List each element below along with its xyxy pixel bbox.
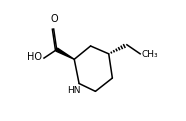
Text: HN: HN	[67, 86, 81, 95]
Text: CH₃: CH₃	[142, 50, 158, 59]
Text: O: O	[50, 14, 58, 24]
Text: HO: HO	[27, 53, 42, 62]
Polygon shape	[56, 48, 74, 59]
